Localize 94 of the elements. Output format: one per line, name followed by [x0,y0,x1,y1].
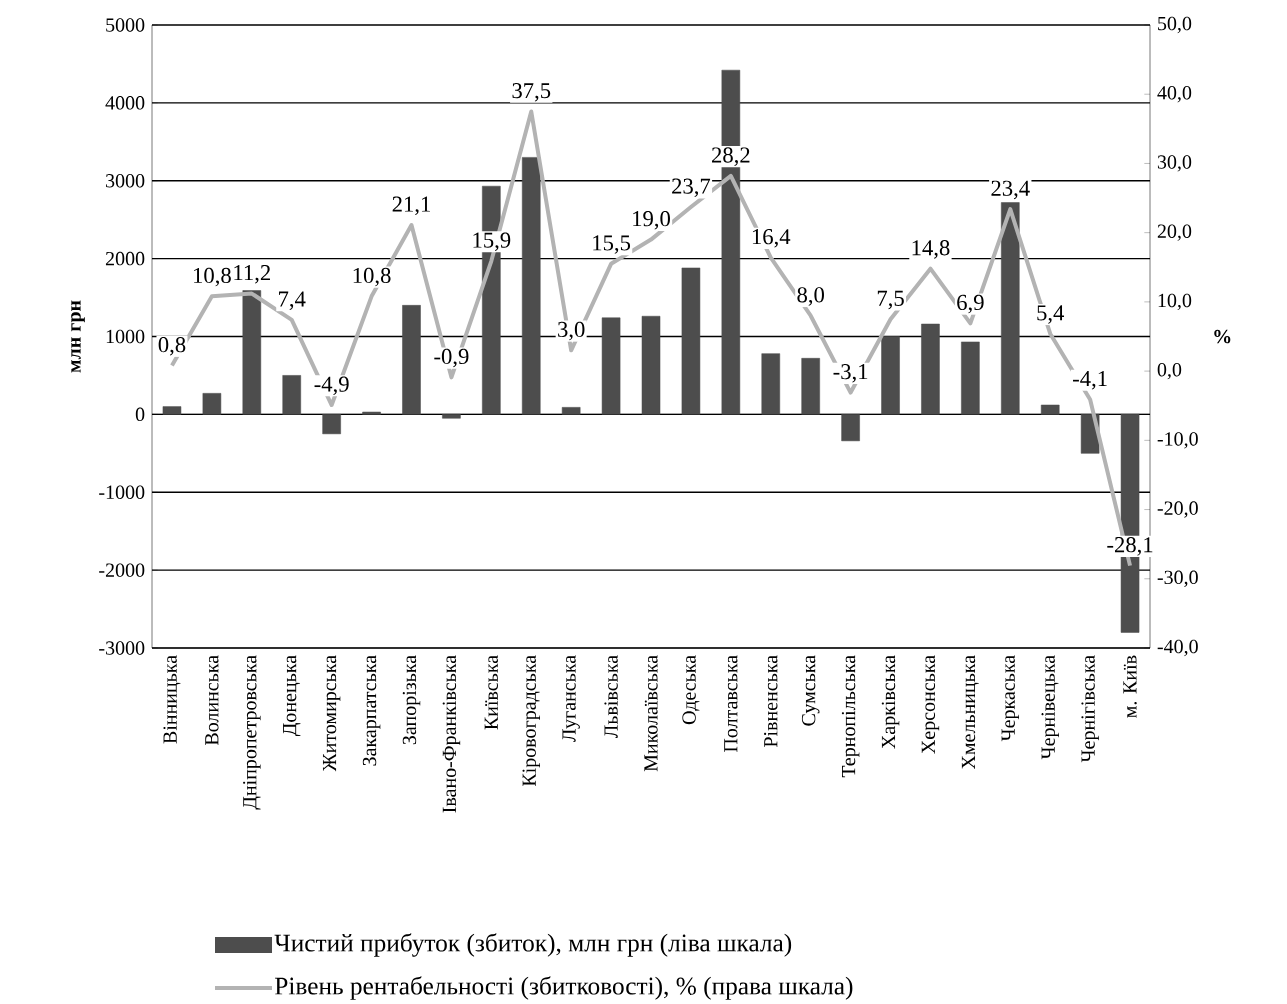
data-label: 0,8 [158,337,186,356]
x-tick-label: Одеська [682,655,700,725]
x-tick-label: Волинська [205,655,219,746]
legend-label: Рівень рентабельності (збитковості), % (права шкала) [275,976,853,1000]
bar [561,407,581,415]
bar [881,336,900,415]
x-tick-label: Луганська [562,655,580,742]
bar [442,414,461,419]
y-tick-label: -2000 [99,563,145,577]
bar [322,414,341,435]
x-tick-label: Житомирська [322,655,341,772]
y2-tick-label: 40,0 [1157,86,1192,103]
y2-tick-label: -30,0 [1157,570,1198,587]
data-label: -28,1 [1107,537,1153,556]
data-label: -0,9 [434,348,469,368]
data-label: 7,4 [279,291,306,310]
y-tick-label: 4000 [105,96,145,110]
y-tick-label: 2000 [105,251,145,266]
bar [202,393,222,415]
x-tick-label: Полтавська [724,655,738,752]
x-tick-label: м. Київ [1123,655,1137,718]
data-label: 23,4 [991,180,1030,200]
legend-label: Чистий прибуток (збиток), млн грн (ліва шкала) [274,933,792,957]
data-label: 5,4 [1037,305,1065,324]
y-tick-label: -1000 [99,485,145,499]
data-label: 6,9 [957,294,984,314]
x-tick-label: Донецька [283,655,301,737]
data-label: 14,8 [912,240,950,259]
data-label: 28,2 [712,147,750,166]
bar [282,375,301,415]
x-tick-label: Запорізька [402,655,421,745]
x-tick-label: Тернопільська [841,655,860,778]
y2-tick-label: 10,0 [1158,293,1192,311]
y2-tick-label: 20,0 [1157,224,1192,241]
y-tick-label: -3000 [99,641,145,655]
x-tick-label: Харківська [881,655,900,749]
x-tick-label: Черкаська [1001,655,1019,742]
bar [681,267,701,415]
bar [242,290,262,415]
x-tick-label: Кіровоградська [522,655,541,787]
bar [362,411,381,415]
bar [961,341,980,415]
y-tick-label: 1000 [106,329,145,344]
bar [601,317,621,415]
x-tick-label: Івано-Франківська [442,655,461,813]
data-label: 15,9 [473,232,511,252]
data-label: 37,5 [512,83,551,102]
x-tick-label: Київська [484,655,498,730]
data-label: 7,5 [877,290,904,310]
data-label: 11,2 [234,265,270,284]
x-tick-label: Хмельницька [961,655,979,770]
y2-tick-label: 0,0 [1157,362,1182,380]
y2-axis-title: % [1214,329,1231,344]
data-label: -4,9 [314,376,349,396]
data-label: 10,8 [194,267,231,287]
data-label: 10,8 [353,267,391,287]
x-tick-label: Вінницька [163,655,181,744]
bar [761,353,781,415]
x-tick-label: Миколаївська [644,655,658,772]
data-label: 3,0 [558,321,585,341]
y-tick-label: 5000 [106,18,145,32]
bar [402,305,421,415]
data-label: 15,5 [593,235,631,254]
x-tick-label: Львівська [604,655,618,739]
bar [521,157,541,415]
x-tick-label: Рівненська [764,655,778,748]
bar [841,414,860,442]
data-label: -3,1 [833,364,868,383]
data-label: -4,1 [1073,371,1107,390]
bar [1001,202,1020,415]
y2-tick-label: -40,0 [1157,639,1198,657]
x-tick-label: Чернівецька [1041,655,1059,760]
y2-tick-label: 50,0 [1158,16,1192,34]
y2-tick-label: -20,0 [1157,501,1198,518]
data-label: 19,0 [633,211,670,230]
data-label: 8,0 [797,287,824,306]
x-tick-label: Сумська [801,655,820,726]
y2-tick-label: 30,0 [1157,155,1192,172]
data-label: 16,4 [752,229,791,248]
bar [921,323,940,415]
data-label: 21,1 [392,196,430,216]
bar [1040,404,1060,415]
x-tick-label: Закарпатська [362,655,381,766]
y-tick-label: 3000 [106,174,145,188]
x-tick-label: Чернігівська [1081,655,1099,763]
data-label: 23,7 [672,178,711,198]
bar [641,315,661,415]
bar [801,358,820,415]
x-tick-label: Дніпропетровська [243,655,261,810]
y-tick-label: 0 [135,407,145,422]
y2-tick-label: -10,0 [1157,432,1198,449]
bar [162,406,182,415]
x-tick-label: Херсонська [921,655,940,754]
y-axis-title: млн грн [71,300,85,373]
